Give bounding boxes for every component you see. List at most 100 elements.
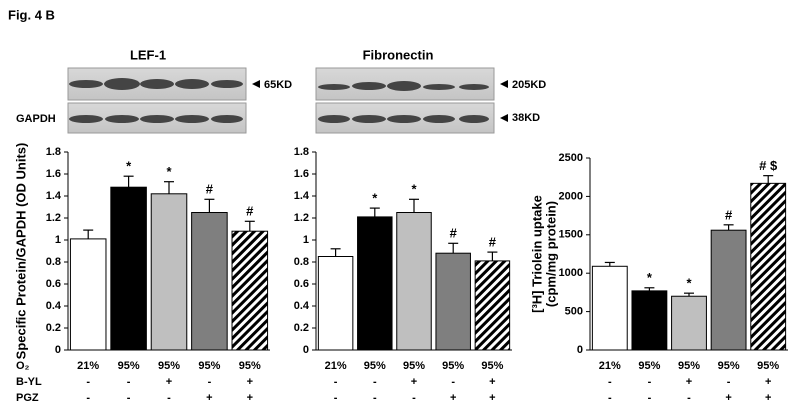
condition-value: - — [648, 376, 652, 388]
blot-marker: 65KD — [264, 79, 292, 91]
condition-value: - — [412, 392, 416, 404]
condition-value: - — [727, 376, 731, 388]
significance-marker: # — [450, 226, 458, 241]
significance-marker: * — [166, 164, 172, 179]
condition-value: 95% — [239, 360, 261, 372]
condition-value: - — [127, 376, 131, 388]
y-tick-label: 1500 — [559, 229, 583, 241]
y-tick-label: 1.2 — [294, 212, 309, 224]
y-tick-label: 1.6 — [294, 168, 309, 180]
bar — [150, 193, 188, 351]
y-tick-label: 500 — [565, 306, 583, 318]
significance-marker: # — [206, 182, 214, 197]
y-tick-label: 0 — [303, 344, 309, 356]
condition-value: + — [450, 392, 456, 404]
condition-value: + — [206, 392, 212, 404]
condition-value: + — [686, 376, 692, 388]
blot-marker: 205KD — [512, 79, 546, 91]
blot-title: LEF-1 — [130, 47, 166, 62]
condition-value: 95% — [481, 360, 503, 372]
y-tick-label: 1.8 — [46, 146, 61, 158]
condition-value: - — [334, 376, 338, 388]
y-tick-label: 0.8 — [46, 256, 61, 268]
condition-value: + — [725, 392, 731, 404]
condition-value: - — [608, 376, 612, 388]
bar — [191, 212, 228, 351]
condition-value: - — [208, 376, 212, 388]
condition-value: + — [247, 376, 253, 388]
y-tick-label: 1000 — [559, 267, 583, 279]
bar — [750, 182, 787, 351]
y-axis-label: Specific Protein/GAPDH (OD Units) — [13, 143, 28, 360]
y-tick-label: 0.2 — [294, 322, 309, 334]
condition-value: 95% — [757, 360, 779, 372]
y-tick-label: 0.4 — [294, 300, 310, 312]
bar — [435, 252, 471, 351]
y-tick-label: 1.4 — [46, 190, 62, 202]
condition-value: 21% — [599, 360, 621, 372]
significance-marker: # — [246, 204, 254, 219]
significance-marker: # — [489, 235, 497, 250]
significance-marker: * — [372, 191, 378, 206]
condition-value: + — [411, 376, 417, 388]
condition-value: - — [127, 392, 131, 404]
condition-value: - — [608, 392, 612, 404]
blot-images — [67, 67, 508, 134]
condition-value: 95% — [678, 360, 700, 372]
y-tick-label: 0.8 — [294, 256, 309, 268]
y-axis-label: [³H] Triolein uptake — [529, 195, 544, 313]
condition-value: + — [489, 392, 495, 404]
condition-value: - — [86, 392, 90, 404]
y-tick-label: 0.2 — [46, 322, 61, 334]
condition-label: B-YL — [16, 376, 42, 388]
bar — [671, 295, 707, 351]
condition-value: 21% — [77, 360, 99, 372]
condition-value: 95% — [638, 360, 660, 372]
condition-value: 95% — [118, 360, 140, 372]
condition-value: - — [334, 392, 338, 404]
condition-value: + — [247, 392, 253, 404]
y-tick-label: 1.6 — [46, 168, 61, 180]
y-tick-label: 0 — [577, 344, 583, 356]
y-tick-label: 0.4 — [46, 300, 62, 312]
condition-value: - — [373, 376, 377, 388]
bar — [591, 265, 628, 351]
y-tick-label: 2000 — [559, 190, 583, 202]
bar — [69, 238, 107, 351]
blot-control-label: GAPDH — [16, 113, 56, 125]
bar — [357, 216, 393, 351]
bar — [317, 256, 354, 351]
bar — [110, 186, 147, 351]
bar — [631, 290, 668, 351]
condition-value: + — [765, 392, 771, 404]
figure-title: Fig. 4 B — [8, 7, 55, 22]
blot-marker: 38KD — [512, 112, 540, 124]
condition-label: O₂ — [16, 360, 30, 372]
condition-value: + — [765, 376, 771, 388]
bar — [474, 260, 511, 351]
condition-value: 95% — [403, 360, 425, 372]
bar — [710, 229, 747, 351]
y-tick-label: 1 — [303, 234, 309, 246]
condition-value: - — [86, 376, 90, 388]
condition-value: + — [166, 376, 172, 388]
y-tick-label: 1.8 — [294, 146, 309, 158]
condition-value: 95% — [364, 360, 386, 372]
condition-value: 95% — [718, 360, 740, 372]
blot-title: Fibronectin — [363, 47, 434, 62]
significance-marker: * — [686, 276, 692, 291]
condition-value: - — [687, 392, 691, 404]
condition-value: 95% — [198, 360, 220, 372]
condition-value: 95% — [158, 360, 180, 372]
y-tick-label: 1.4 — [294, 190, 310, 202]
y-tick-label: 0.6 — [46, 278, 61, 290]
condition-value: + — [489, 376, 495, 388]
significance-marker: * — [411, 182, 417, 197]
y-axis-label: (cpm/mg protein) — [543, 201, 558, 307]
condition-value: - — [373, 392, 377, 404]
condition-value: - — [451, 376, 455, 388]
significance-marker: # — [725, 207, 733, 222]
y-tick-label: 2500 — [559, 152, 583, 164]
significance-marker: # $ — [759, 158, 778, 173]
